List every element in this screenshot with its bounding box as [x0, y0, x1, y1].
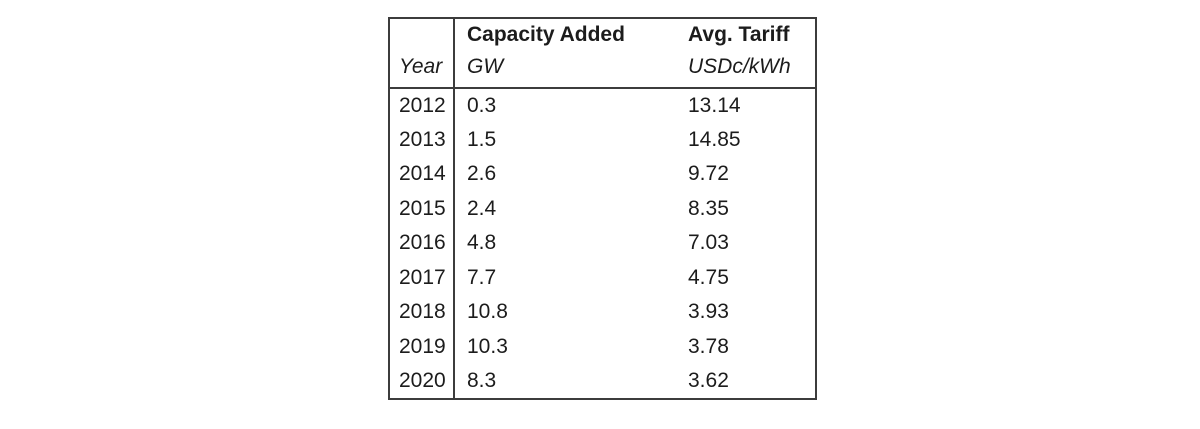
tariff-cell: 3.62 [688, 368, 729, 392]
tariff-cell: 3.93 [688, 300, 729, 324]
tariff-unit-label: USDc/kWh [688, 55, 791, 78]
table-row: 2012 0.3 13.14 [389, 88, 816, 123]
year-cell: 2012 [389, 88, 455, 123]
year-cell: 2014 [389, 157, 455, 192]
tariff-cell: 3.78 [688, 334, 729, 358]
capacity-column-header: Capacity Added GW [454, 18, 676, 88]
year-column-header: Year [389, 18, 455, 88]
table-row: 2014 2.6 9.72 [389, 157, 816, 192]
capacity-cell: 2.4 [467, 196, 497, 220]
table-header-row: Year Capacity Added GW Avg. Tariff USDc/… [389, 18, 816, 88]
year-cell: 2020 [389, 364, 455, 399]
tariff-cell: 4.75 [688, 265, 729, 289]
tariff-cell: 7.03 [688, 231, 729, 255]
capacity-cell: 0.3 [467, 93, 497, 117]
capacity-title: Capacity Added [467, 23, 625, 46]
year-cell: 2013 [389, 122, 455, 157]
capacity-cell: 7.7 [467, 265, 497, 289]
capacity-unit-label: GW [467, 55, 504, 78]
year-label: Year [399, 55, 443, 78]
year-cell: 2015 [389, 191, 455, 226]
table-row: 2018 10.8 3.93 [389, 295, 816, 330]
data-table-container: Year Capacity Added GW Avg. Tariff USDc/… [388, 17, 817, 400]
year-cell: 2018 [389, 295, 455, 330]
table-row: 2017 7.7 4.75 [389, 260, 816, 295]
tariff-cell: 9.72 [688, 162, 729, 186]
table-body: 2012 0.3 13.14 2013 1.5 14.85 2014 2.6 9… [389, 88, 816, 399]
capacity-cell: 10.8 [467, 300, 508, 324]
table-row: 2015 2.4 8.35 [389, 191, 816, 226]
table-row: 2016 4.8 7.03 [389, 226, 816, 261]
year-cell: 2017 [389, 260, 455, 295]
table-row: 2020 8.3 3.62 [389, 364, 816, 399]
table-row: 2013 1.5 14.85 [389, 122, 816, 157]
tariff-cell: 8.35 [688, 196, 729, 220]
tariff-cell: 13.14 [688, 93, 741, 117]
tariff-cell: 14.85 [688, 127, 741, 151]
capacity-cell: 2.6 [467, 162, 497, 186]
capacity-cell: 10.3 [467, 334, 508, 358]
capacity-cell: 8.3 [467, 368, 497, 392]
tariff-column-header: Avg. Tariff USDc/kWh [676, 18, 816, 88]
tariff-title: Avg. Tariff [688, 23, 790, 46]
capacity-tariff-table: Year Capacity Added GW Avg. Tariff USDc/… [388, 17, 817, 400]
capacity-cell: 4.8 [467, 231, 497, 255]
year-cell: 2016 [389, 226, 455, 261]
capacity-cell: 1.5 [467, 127, 497, 151]
year-cell: 2019 [389, 329, 455, 364]
table-row: 2019 10.3 3.78 [389, 329, 816, 364]
